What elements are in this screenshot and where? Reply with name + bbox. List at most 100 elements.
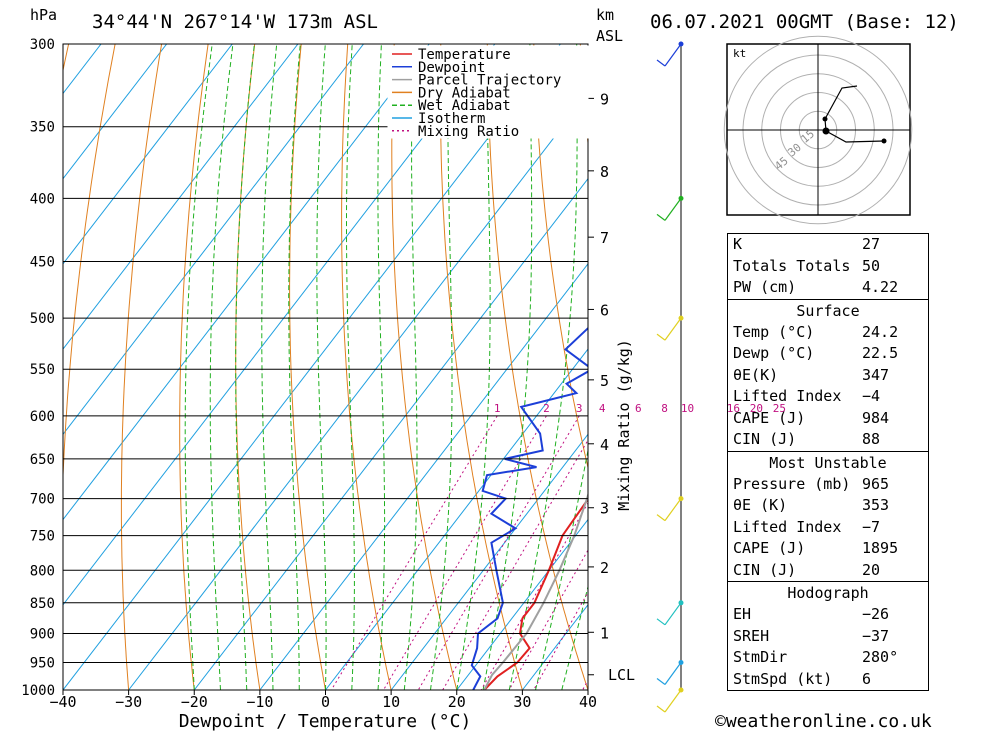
dry-adiabat-line: [289, 44, 326, 690]
mixing-ratio-label: 16: [727, 402, 740, 415]
dry-adiabat-line: [120, 44, 163, 690]
dry-adiabat-line: [579, 44, 588, 148]
km-tick-label: 2: [600, 559, 609, 577]
sreh-value: −37: [862, 626, 890, 645]
mixing-ratio-label: 10: [681, 402, 694, 415]
x-tick-label: 40: [579, 693, 597, 711]
wet-adiabat-line: [235, 44, 255, 690]
mu-pressure-label: Pressure (mb): [733, 474, 851, 493]
date-info: 06.07.2021 00GMT (Base: 12): [650, 11, 959, 33]
axes: 3003504004505005506006507007508008509009…: [21, 37, 635, 711]
surface-cape-value: 984: [862, 408, 890, 427]
wet-adiabat-line: [403, 44, 418, 690]
pressure-tick-label: 500: [30, 311, 55, 327]
wind-barb-flag: [656, 213, 666, 221]
wet-adiabat-line: [288, 44, 301, 690]
hodograph-trace: [824, 85, 885, 143]
pressure-tick-label: 850: [30, 596, 55, 612]
surface-li-label: Lifted Index: [733, 387, 842, 405]
km-tick-label: 1: [600, 624, 609, 642]
km-tick-label: 9: [600, 90, 609, 108]
mixing-ratio-label: 20: [750, 402, 763, 415]
mixing-ratio-line: [417, 415, 580, 690]
surface-temp-label: Temp (°C): [733, 322, 815, 341]
dry-adiabat-line: [391, 44, 458, 690]
pressure-tick-label: 450: [30, 255, 55, 271]
wind-profile: [656, 41, 684, 713]
km-tick-label: 7: [600, 229, 609, 247]
isotherm-line: [63, 44, 561, 690]
wind-barb: [664, 498, 682, 521]
wet-adiabat-line: [377, 44, 386, 690]
surface-theta-label: θE(K): [733, 365, 779, 384]
wind-barb-flag: [656, 59, 666, 67]
pressure-tick-label: 400: [30, 191, 55, 207]
mu-cin-value: 20: [862, 560, 881, 579]
asl-label: ASL: [596, 27, 623, 45]
dry-adiabat-line: [953, 44, 1000, 690]
indices-table: K 27 Totals Totals 50 PW (cm) 4.22 Surface …: [727, 233, 929, 691]
mixing-ratio-label: 6: [635, 402, 642, 415]
pressure-tick-label: 750: [30, 529, 55, 545]
mu-li-label: Lifted Index: [733, 517, 842, 536]
surface-dewp-value: 22.5: [862, 344, 899, 362]
wind-barb-flag: [656, 705, 666, 713]
mu-pressure-value: 965: [862, 474, 890, 493]
stmdir-value: 280°: [862, 648, 899, 666]
x-tick-label: −40: [49, 693, 76, 711]
surface-dewp-label: Dewp (°C): [733, 344, 815, 362]
mu-title: Most Unstable: [728, 450, 928, 474]
km-tick-label: 3: [600, 500, 609, 518]
isotherm-line: [63, 44, 299, 350]
legend-label: Dewpoint: [418, 60, 485, 76]
series-dewpoint: [470, 326, 588, 690]
hodograph-storm-motion: [822, 127, 830, 135]
mixing-ratio-line: [508, 549, 588, 690]
mixing-ratio-line: [582, 679, 588, 690]
mu-theta-value: 353: [862, 496, 890, 514]
hpa-label: hPa: [30, 6, 57, 24]
km-tick-label: 6: [600, 301, 609, 319]
wet-adiabat-line: [456, 44, 491, 690]
legend-background: [387, 45, 589, 139]
wind-barb-flag: [656, 333, 666, 341]
pressure-tick-label: 900: [30, 626, 55, 642]
pw-label: PW (cm): [733, 278, 797, 296]
x-tick-label: 0: [321, 693, 330, 711]
mixing-ratio-line: [533, 591, 588, 690]
isotherm-line: [390, 433, 588, 690]
mixing-ratio-label: 2: [543, 402, 550, 415]
pressure-tick-label: 950: [30, 655, 55, 671]
stmspd-label: StmSpd (kt): [733, 669, 833, 688]
pressure-tick-label: 1000: [21, 683, 55, 699]
km-tick-label: 5: [600, 372, 609, 390]
wet-adiabat-line: [184, 44, 213, 690]
copyright: ©weatheronline.co.uk: [715, 711, 932, 732]
surface-li-value: −4: [862, 387, 881, 405]
surface-temp-value: 24.2: [862, 322, 899, 341]
mixing-ratio-line: [442, 439, 588, 690]
km-tick-label: 4: [600, 436, 609, 454]
legend-label: Mixing Ratio: [418, 124, 519, 140]
wet-adiabat-line: [561, 584, 588, 690]
tt-label: Totals Totals: [733, 256, 851, 275]
surface-title: Surface: [728, 298, 928, 322]
mixing-ratio-axis-label: Mixing Ratio (g/kg): [615, 339, 633, 511]
hodo-params-title: Hodograph: [728, 581, 928, 604]
mixing-ratio-labels: 1 2 3 4 6 8 10 16 20 25: [494, 402, 786, 415]
isotherm-line: [63, 44, 430, 521]
stmspd-value: 6: [862, 669, 872, 688]
legend-label: Temperature: [418, 47, 511, 63]
mixing-ratio-label: 1: [494, 402, 501, 415]
legend-label: Isotherm: [418, 111, 485, 127]
wet-adiabat-line: [346, 44, 355, 690]
wet-adiabat-line: [316, 44, 327, 690]
mixing-ratio-label: 25: [773, 402, 786, 415]
pressure-tick-label: 300: [30, 37, 55, 53]
eh-value: −26: [862, 605, 890, 623]
hodograph-point: [822, 116, 828, 122]
mixing-ratio-line: [383, 415, 547, 690]
